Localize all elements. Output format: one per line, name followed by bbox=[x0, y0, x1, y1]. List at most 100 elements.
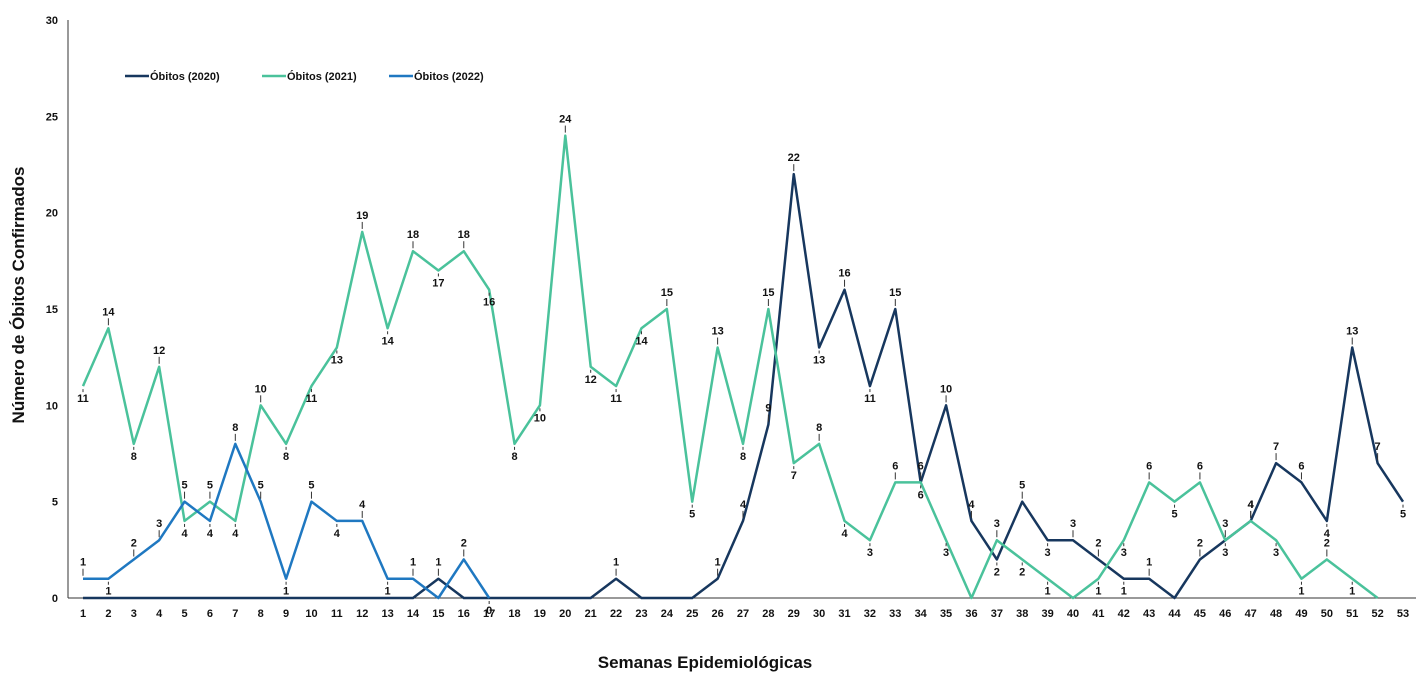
data-label: 13 bbox=[331, 355, 343, 367]
data-label: 3 bbox=[1070, 518, 1076, 530]
series-line bbox=[83, 172, 1405, 600]
data-label: 12 bbox=[585, 374, 597, 386]
data-label: 7 bbox=[1273, 441, 1279, 453]
x-tick-label: 42 bbox=[1118, 608, 1130, 620]
data-label: 1 bbox=[385, 586, 391, 598]
data-label: 8 bbox=[283, 451, 289, 463]
data-label: 11 bbox=[610, 393, 622, 405]
data-label: 8 bbox=[511, 451, 517, 463]
data-label: 11 bbox=[306, 393, 318, 405]
data-label: 2 bbox=[461, 537, 467, 549]
y-tick-label: 25 bbox=[46, 111, 58, 123]
y-tick-label: 5 bbox=[52, 497, 58, 509]
data-label: 1 bbox=[1095, 586, 1101, 598]
data-label: 3 bbox=[1222, 518, 1228, 530]
data-label: 5 bbox=[181, 480, 187, 492]
x-tick-label: 29 bbox=[788, 608, 800, 620]
data-label: 4 bbox=[740, 499, 747, 511]
y-tick-label: 15 bbox=[46, 304, 58, 316]
data-label: 4 bbox=[1324, 528, 1331, 540]
x-tick-label: 3 bbox=[131, 608, 137, 620]
x-tick-label: 26 bbox=[711, 608, 723, 620]
x-tick-label: 50 bbox=[1321, 608, 1333, 620]
data-label: 1 bbox=[613, 557, 619, 569]
y-axis-title: Número de Óbitos Confirmados bbox=[9, 167, 28, 424]
x-tick-label: 27 bbox=[737, 608, 749, 620]
data-label: 1 bbox=[435, 557, 441, 569]
y-tick-labels: 0 5 10 15 20 25 30 bbox=[46, 15, 58, 605]
series-line bbox=[83, 442, 491, 600]
data-label: 14 bbox=[635, 335, 648, 347]
x-tick-label: 1 bbox=[80, 608, 86, 620]
data-label: 4 bbox=[1248, 499, 1255, 511]
y-tick-label: 0 bbox=[52, 593, 58, 605]
x-tick-label: 35 bbox=[940, 608, 952, 620]
data-label: 22 bbox=[788, 152, 800, 164]
data-label: 6 bbox=[892, 460, 898, 472]
data-label: 18 bbox=[458, 229, 470, 241]
data-label: 0 bbox=[486, 605, 492, 617]
x-tick-label: 31 bbox=[838, 608, 850, 620]
x-tick-label: 52 bbox=[1371, 608, 1383, 620]
x-tick-label: 25 bbox=[686, 608, 698, 620]
data-label: 7 bbox=[1375, 441, 1381, 453]
legend: Óbitos (2020) Óbitos (2021) Óbitos (2022) bbox=[125, 70, 484, 83]
data-label: 8 bbox=[232, 422, 238, 434]
data-label: 10 bbox=[940, 383, 952, 395]
data-label: 2 bbox=[1324, 537, 1330, 549]
x-tick-label: 14 bbox=[407, 608, 420, 620]
x-tick-label: 2 bbox=[105, 608, 111, 620]
x-tick-label: 9 bbox=[283, 608, 289, 620]
data-label: 3 bbox=[943, 547, 949, 559]
x-tick-label: 37 bbox=[991, 608, 1003, 620]
data-labels: 1 1 14922131611156104253321123476413751114… bbox=[77, 114, 1406, 617]
data-label: 4 bbox=[334, 528, 341, 540]
data-label: 5 bbox=[689, 509, 695, 521]
data-label: 1 bbox=[1121, 586, 1127, 598]
x-tick-label: 40 bbox=[1067, 608, 1079, 620]
data-label: 8 bbox=[816, 422, 822, 434]
data-label: 15 bbox=[889, 287, 901, 299]
legend-label: Óbitos (2020) bbox=[150, 70, 220, 83]
x-tick-label: 38 bbox=[1016, 608, 1028, 620]
x-tick-label: 34 bbox=[915, 608, 928, 620]
data-label: 1 bbox=[715, 557, 721, 569]
x-tick-label: 6 bbox=[207, 608, 213, 620]
data-label: 18 bbox=[407, 229, 419, 241]
data-label: 5 bbox=[1400, 509, 1406, 521]
x-tick-label: 44 bbox=[1168, 608, 1181, 620]
data-label: 1 bbox=[410, 557, 416, 569]
x-tick-label: 46 bbox=[1219, 608, 1231, 620]
x-tick-label: 45 bbox=[1194, 608, 1206, 620]
data-label: 16 bbox=[483, 297, 495, 309]
x-tick-label: 22 bbox=[610, 608, 622, 620]
x-tick-label: 39 bbox=[1041, 608, 1053, 620]
data-label: 1 bbox=[1045, 586, 1051, 598]
series-line bbox=[81, 134, 1379, 600]
data-label: 1 bbox=[1349, 586, 1355, 598]
data-label: 5 bbox=[308, 480, 314, 492]
x-tick-label: 4 bbox=[156, 608, 163, 620]
y-tick-label: 20 bbox=[46, 208, 58, 220]
x-tick-label: 20 bbox=[559, 608, 571, 620]
data-label: 3 bbox=[994, 518, 1000, 530]
data-label: 3 bbox=[1045, 547, 1051, 559]
data-label: 6 bbox=[1197, 460, 1203, 472]
data-label: 8 bbox=[131, 451, 137, 463]
x-tick-label: 16 bbox=[458, 608, 470, 620]
data-label: 14 bbox=[381, 335, 394, 347]
data-label: 3 bbox=[1222, 547, 1228, 559]
series-lines bbox=[81, 134, 1405, 600]
x-tick-label: 17 bbox=[483, 608, 495, 620]
x-tick-label: 5 bbox=[181, 608, 187, 620]
data-label: 19 bbox=[356, 210, 368, 222]
data-label: 14 bbox=[102, 306, 115, 318]
y-tick-label: 10 bbox=[46, 400, 58, 412]
data-label: 4 bbox=[181, 528, 188, 540]
data-label: 11 bbox=[864, 393, 876, 405]
data-label: 3 bbox=[1121, 547, 1127, 559]
data-label: 4 bbox=[1248, 499, 1255, 511]
x-tick-label: 51 bbox=[1346, 608, 1358, 620]
x-tick-label: 47 bbox=[1245, 608, 1257, 620]
